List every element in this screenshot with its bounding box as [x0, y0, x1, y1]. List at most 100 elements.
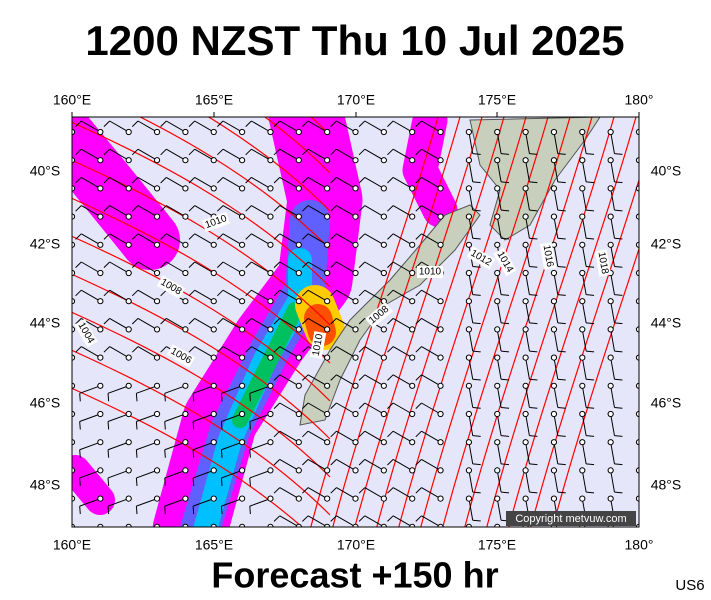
barb-flag — [529, 153, 538, 155]
code: US6 — [675, 577, 704, 594]
barb-staff — [279, 515, 300, 527]
station — [635, 128, 639, 136]
station — [182, 128, 189, 136]
barb-staff — [638, 160, 639, 164]
barb-staff — [136, 413, 158, 422]
barb-staff — [279, 148, 300, 161]
barb-flag — [216, 177, 224, 184]
barb-staff — [553, 329, 559, 352]
barb-flag — [75, 177, 82, 184]
barb-staff — [468, 329, 474, 352]
barb-flag — [192, 449, 195, 458]
barb-flag — [273, 205, 281, 212]
barb-flag — [330, 487, 337, 494]
station — [494, 495, 501, 502]
barb-flag — [472, 322, 481, 325]
station — [239, 298, 246, 305]
barb-flag — [131, 233, 139, 240]
barb-staff — [251, 261, 271, 274]
barb-staff — [336, 430, 356, 443]
barb-flag — [415, 177, 422, 184]
barb-flag — [557, 378, 566, 381]
barb-staff — [468, 413, 474, 436]
barb-flag — [501, 153, 510, 155]
barb-staff — [364, 430, 385, 443]
barb-flag — [358, 148, 366, 156]
barb-flag — [107, 393, 110, 402]
barb-flag — [273, 402, 281, 409]
barb-staff — [79, 469, 101, 479]
station — [522, 157, 529, 164]
barb-flag — [358, 289, 366, 297]
barb-flag — [472, 406, 481, 409]
barb-flag — [358, 177, 366, 184]
barb-staff — [166, 120, 186, 133]
barb-flag — [358, 459, 366, 466]
isobar-label-box — [74, 318, 98, 348]
barb-flag — [273, 289, 281, 297]
station — [125, 467, 132, 474]
barb-staff — [421, 346, 441, 359]
barb-staff — [610, 357, 615, 380]
barb-flag — [160, 120, 167, 127]
station — [635, 410, 639, 418]
barb-staff — [136, 469, 158, 479]
barb-flag — [188, 120, 196, 127]
station — [579, 495, 586, 502]
barb-staff — [392, 289, 413, 302]
station — [494, 241, 501, 248]
station — [295, 269, 302, 277]
barb-flag — [249, 449, 251, 458]
copyright-box — [506, 511, 636, 526]
barb-flag — [330, 233, 337, 240]
barb-flag — [302, 374, 309, 381]
station — [465, 241, 472, 248]
station — [550, 326, 558, 333]
barb-flag — [643, 182, 651, 183]
barb-flag — [75, 233, 82, 240]
isobar — [207, 117, 331, 212]
barb-flag — [249, 421, 251, 430]
barb-flag — [136, 534, 137, 542]
barb-flag — [501, 491, 510, 494]
barb-flag — [330, 318, 337, 325]
barb-flag — [302, 148, 309, 156]
barb-staff — [525, 131, 530, 154]
barb-staff — [581, 385, 587, 408]
barb-flag — [135, 477, 138, 486]
barb-staff — [221, 469, 243, 479]
barb-flag — [135, 393, 138, 402]
station — [97, 410, 104, 418]
barb-staff — [107, 385, 129, 394]
barb-staff — [72, 300, 73, 302]
barb-flag — [501, 435, 510, 437]
station — [579, 354, 586, 361]
barb-flag — [245, 318, 252, 325]
barb-staff — [364, 120, 385, 133]
barb-staff — [107, 413, 129, 422]
isobar-label-group: 1018 — [594, 249, 612, 277]
barb-staff — [468, 216, 474, 239]
station — [522, 326, 529, 333]
barb-staff — [279, 430, 300, 443]
barb-staff — [79, 385, 101, 394]
barb-staff — [496, 160, 502, 182]
barb-flag — [472, 265, 481, 268]
isobar-label-box — [166, 344, 196, 368]
station — [210, 495, 217, 502]
barb-flag — [358, 402, 366, 409]
barb-flag — [249, 506, 251, 515]
lat-label-left: 40°S — [30, 163, 61, 179]
barb-staff — [107, 441, 129, 451]
station — [409, 128, 416, 136]
station — [324, 382, 331, 389]
station — [579, 439, 586, 446]
barb-flag — [245, 346, 252, 353]
barb-staff — [194, 346, 214, 359]
barb-staff — [525, 413, 530, 436]
barb-staff — [194, 233, 214, 246]
isobar — [354, 117, 483, 527]
barb-staff — [638, 188, 639, 192]
barb-flag — [472, 519, 481, 522]
barb-staff — [525, 216, 530, 239]
